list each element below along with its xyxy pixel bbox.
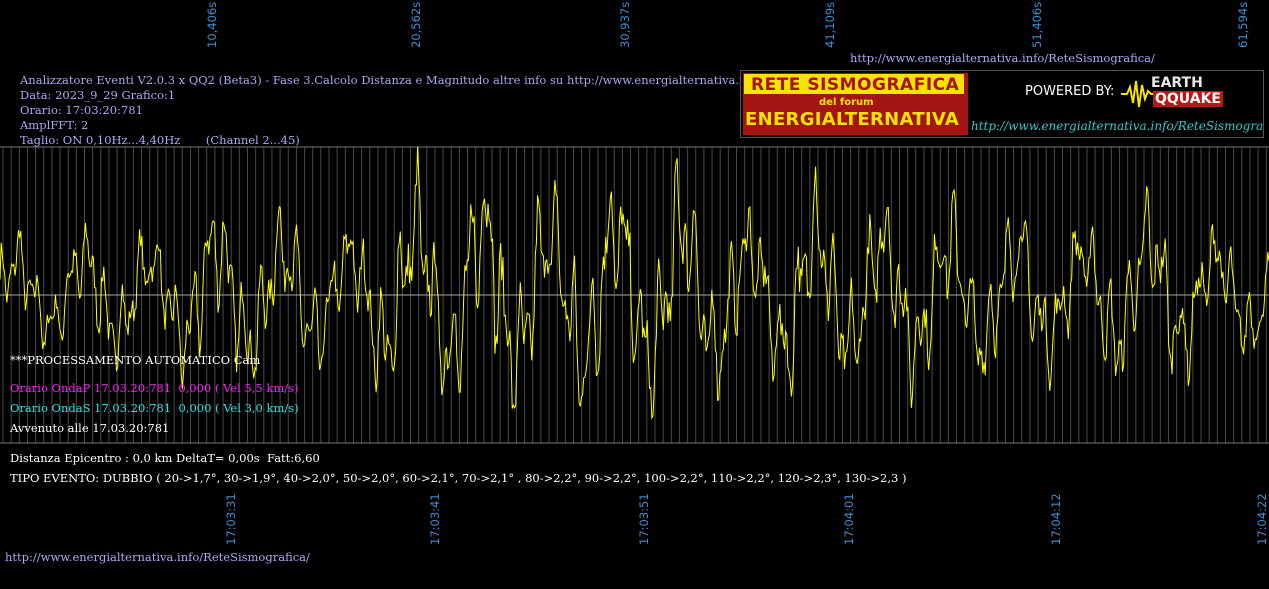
time-line: Orario: 17:03:20:781 bbox=[20, 103, 143, 117]
epicenter-distance: Distanza Epicentro : 0,0 km DeltaT= 0,00… bbox=[10, 451, 320, 465]
bottom-tick-label: 17:04:12 bbox=[1049, 493, 1064, 545]
logo-powered-by: POWERED BY: bbox=[1025, 84, 1115, 99]
top-tick-label: 41,109s bbox=[823, 1, 838, 48]
event-type: TIPO EVENTO: DUBBIO ( 20->1,7°, 30->1,9°… bbox=[10, 471, 907, 485]
seismograph-wave-icon bbox=[1121, 80, 1157, 108]
top-tick-label: 30,937s bbox=[618, 1, 633, 48]
ampl-line: AmplFFT: 2 bbox=[20, 118, 89, 132]
logo-line1: RETE SISMOGRAFICA bbox=[751, 75, 960, 95]
seismic-trace bbox=[0, 146, 1269, 420]
bottom-tick-label: 17:03:41 bbox=[428, 493, 443, 545]
top-url[interactable]: http://www.energialternativa.info/ReteSi… bbox=[850, 51, 1155, 65]
logo-url[interactable]: http://www.energialternativa.info/ReteSi… bbox=[971, 119, 1264, 133]
wave-s-time: Orario OndaS 17.03.20:781 0,000 ( Vel 3,… bbox=[10, 401, 299, 415]
rete-sismografica-logo[interactable]: RETE SISMOGRAFICA del forum ENERGIALTERN… bbox=[740, 70, 1264, 138]
date-line: Data: 2023_9_29 Grafico:1 bbox=[20, 88, 176, 102]
top-tick-label: 51,406s bbox=[1030, 1, 1045, 48]
event-time: Avvenuto alle 17.03.20:781 bbox=[10, 421, 170, 435]
bottom-tick-label: 17:03:31 bbox=[223, 493, 238, 545]
processing-status: ***PROCESSAMENTO AUTOMATICO Cam bbox=[10, 353, 261, 367]
footer-url[interactable]: http://www.energialternativa.info/ReteSi… bbox=[5, 550, 310, 564]
wave-p-time: Orario OndaP 17.03.20:781 0,000 ( Vel 5,… bbox=[10, 381, 299, 395]
logo-line2: del forum bbox=[819, 97, 874, 108]
bottom-tick-label: 17:04:01 bbox=[842, 493, 857, 545]
top-tick-label: 20,562s bbox=[409, 1, 424, 48]
logo-brand-top: EARTH bbox=[1151, 75, 1203, 91]
logo-yellow-band bbox=[744, 74, 964, 94]
logo-brand-bottom: QQUAKE bbox=[1153, 91, 1223, 107]
top-tick-label: 61,594s bbox=[1235, 1, 1250, 48]
bottom-tick-label: 17:03:51 bbox=[637, 493, 652, 545]
filter-line: Taglio: ON 0,10Hz...4,40Hz (Channel 2...… bbox=[20, 133, 300, 147]
bottom-tick-label: 17:04:22 bbox=[1254, 493, 1269, 545]
top-tick-label: 10,406s bbox=[204, 1, 219, 48]
logo-line3: ENERGIALTERNATIVA bbox=[745, 109, 960, 130]
